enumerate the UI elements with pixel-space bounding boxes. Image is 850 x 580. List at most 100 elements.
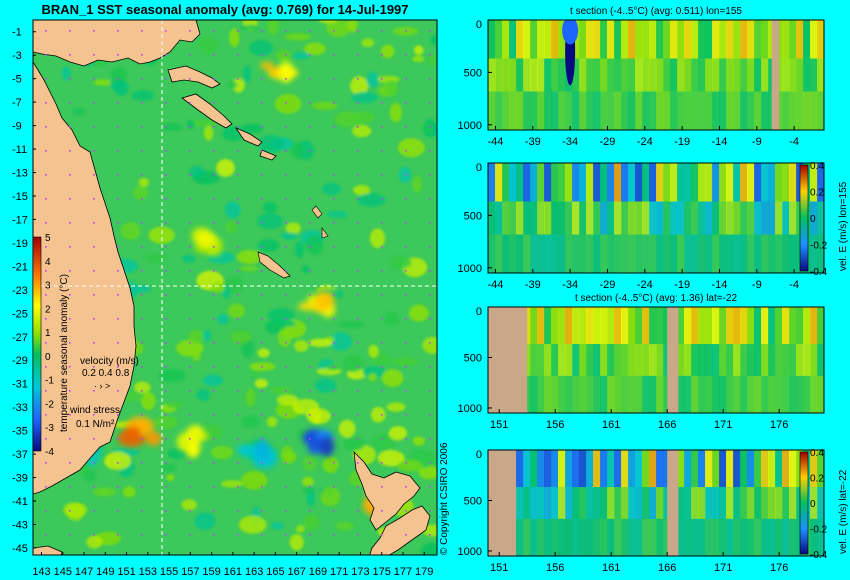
- section-cell: [705, 234, 713, 273]
- section-cell: [565, 344, 573, 376]
- section-cell: [691, 20, 699, 59]
- section-cell: [747, 450, 755, 488]
- section-cell: [600, 201, 608, 235]
- velocity-dot: [357, 246, 359, 248]
- velocity-dot: [213, 246, 215, 248]
- velocity-dot: [93, 30, 95, 32]
- velocity-dot: [429, 198, 431, 200]
- velocity-dot: [357, 126, 359, 128]
- map-colorbar-tick: 0: [45, 352, 51, 363]
- velocity-dot: [333, 246, 335, 248]
- section-cell: [600, 375, 608, 413]
- section-cell: [586, 58, 594, 92]
- velocity-legend-title: velocity (m/s): [80, 356, 139, 367]
- velocity-dot: [45, 294, 47, 296]
- map-x-tick: 157: [181, 566, 199, 578]
- map-colorbar-tick: -1: [45, 376, 54, 387]
- section-cell: [712, 450, 720, 488]
- section-cell: [572, 518, 580, 556]
- section-cell: [747, 91, 755, 130]
- velocity-dot: [309, 198, 311, 200]
- velocity-dot: [93, 486, 95, 488]
- section-cell: [719, 201, 727, 235]
- section-cell: [754, 234, 762, 273]
- section-cell: [754, 450, 762, 488]
- velocity-dot: [69, 30, 71, 32]
- velocity-dot: [141, 462, 143, 464]
- velocity-dot: [429, 246, 431, 248]
- velocity-dot: [309, 486, 311, 488]
- section-y-tick: 0: [476, 306, 482, 318]
- section-cell: [761, 518, 769, 556]
- velocity-dot: [357, 198, 359, 200]
- map-panel: -1-3-5-7-9-11-13-15-17-19-21-23-25-27-29…: [12, 19, 450, 578]
- velocity-dot: [213, 462, 215, 464]
- section-cell: [607, 375, 615, 413]
- section-cell: [544, 234, 552, 273]
- velocity-dot: [237, 126, 239, 128]
- section-cell: [551, 450, 559, 488]
- section-cell: [663, 91, 671, 130]
- section-colorbar: [799, 164, 809, 272]
- velocity-dot: [69, 270, 71, 272]
- velocity-dot: [165, 366, 167, 368]
- section-cell: [621, 344, 629, 376]
- section-land: [488, 307, 528, 413]
- section-cell: [726, 20, 734, 59]
- new-caledonia-land: [257, 251, 291, 279]
- section-cell: [719, 375, 727, 413]
- velocity-dot: [45, 270, 47, 272]
- section-colorbar-tick: 0.4: [810, 161, 824, 172]
- section-colorbar-tick: -0.2: [810, 241, 828, 252]
- velocity-dot: [237, 486, 239, 488]
- section-cell: [593, 518, 601, 556]
- section-cell: [495, 58, 503, 92]
- section-cell: [502, 201, 510, 235]
- section-cell: [817, 234, 824, 273]
- velocity-dot: [189, 198, 191, 200]
- velocity-dot: [381, 390, 383, 392]
- map-x-tick: 179: [415, 566, 433, 578]
- velocity-dot: [189, 534, 191, 536]
- section-land: [667, 450, 679, 556]
- velocity-dot: [45, 390, 47, 392]
- velocity-dot: [405, 486, 407, 488]
- map-x-tick: 143: [32, 566, 50, 578]
- velocity-dot: [381, 270, 383, 272]
- section-cell: [670, 201, 678, 235]
- section-cell: [565, 234, 573, 273]
- section-colorbar: [799, 451, 809, 555]
- section-cell: [530, 20, 538, 59]
- section-cell: [649, 450, 657, 488]
- velocity-dot: [429, 54, 431, 56]
- velocity-dot: [117, 510, 119, 512]
- velocity-dot: [165, 54, 167, 56]
- map-colorbar-tick: -2: [45, 399, 54, 410]
- velocity-dot: [333, 150, 335, 152]
- section-y-tick: 500: [464, 495, 482, 507]
- velocity-dot: [261, 270, 263, 272]
- velocity-dot: [165, 510, 167, 512]
- velocity-dot: [261, 534, 263, 536]
- section-cell: [537, 450, 545, 488]
- map-y-tick: -43: [12, 519, 28, 531]
- velocity-dot: [381, 462, 383, 464]
- velocity-dot: [237, 78, 239, 80]
- velocity-dot: [117, 462, 119, 464]
- section-cell: [572, 234, 580, 273]
- map-y-tick: -1: [12, 27, 22, 39]
- section-cell: [677, 201, 685, 235]
- section-cell: [607, 91, 615, 130]
- velocity-dot: [237, 366, 239, 368]
- section-cell: [628, 518, 636, 556]
- map-x-tick: 151: [117, 566, 135, 578]
- section-y-tick: 1000: [458, 120, 482, 132]
- velocity-dot: [117, 318, 119, 320]
- section-cell: [488, 20, 496, 59]
- velocity-dot: [141, 318, 143, 320]
- velocity-dot: [261, 414, 263, 416]
- velocity-dot: [69, 54, 71, 56]
- section-cell: [572, 91, 580, 130]
- section-cell: [586, 91, 594, 130]
- section-cell: [712, 20, 720, 59]
